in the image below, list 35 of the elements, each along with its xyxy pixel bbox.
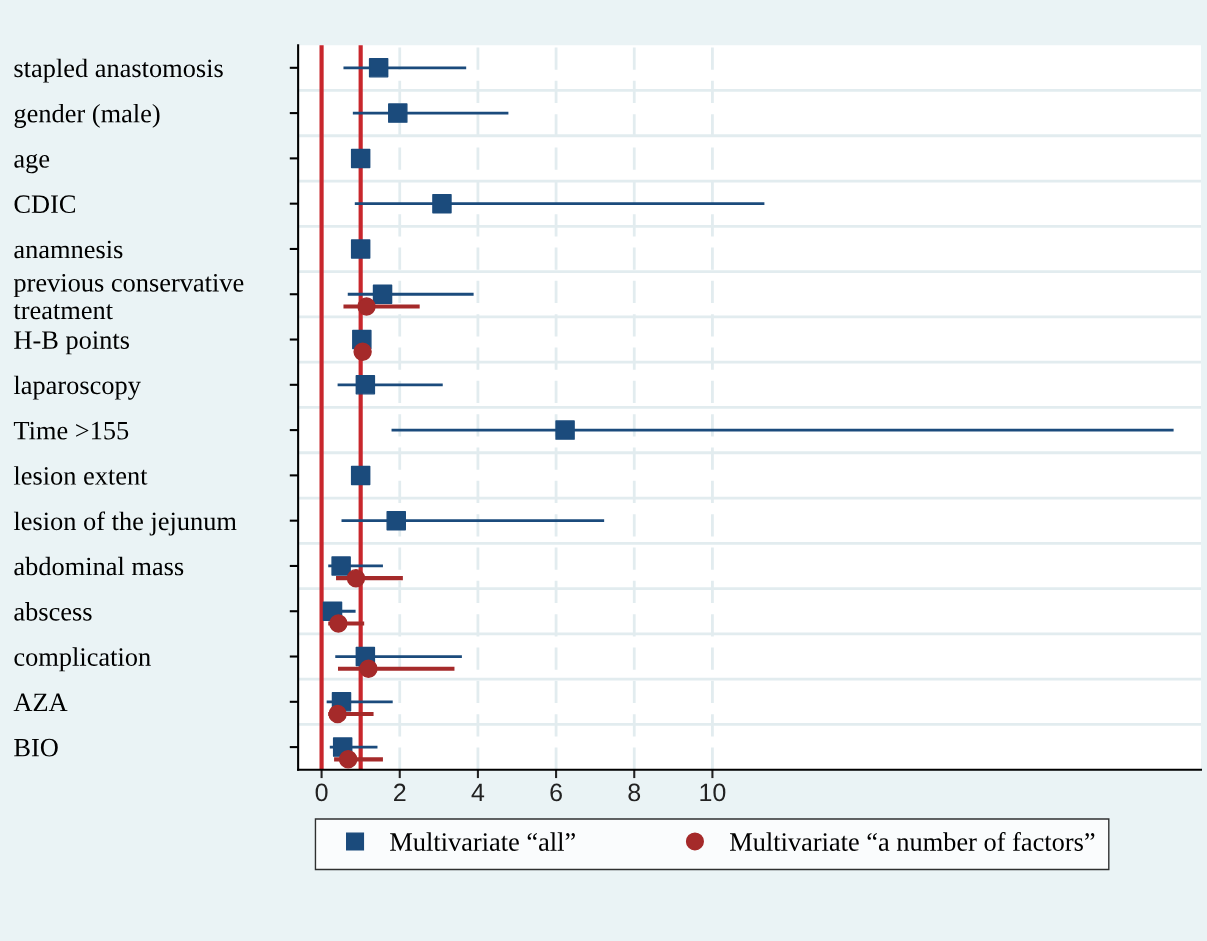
y-tick-label: laparoscopy [13,375,141,400]
y-tick-label: stapled anastomosis [14,58,223,83]
point [386,510,406,531]
y-tick-label: AZA [13,693,68,711]
x-tick-label: 2 [394,783,406,802]
y-tick-label: previous conservative treatment [13,273,244,320]
x-tick-label: 8 [628,783,641,802]
x-tick-label: 6 [550,783,562,802]
point [350,239,371,259]
point [355,375,376,395]
y-tick-label: complication [14,647,151,672]
x-tick-label: 10 [700,783,726,802]
point [432,193,452,214]
point [350,148,371,169]
x-tick-label: 0 [315,783,328,802]
y-tick-label: lesion extent [13,466,148,485]
point [331,556,351,576]
point [368,58,389,78]
point [372,284,393,304]
y-tick-label: BIO [14,738,58,757]
y-tick-label: abdominal mass [14,556,184,576]
point [555,420,575,440]
point [388,103,408,123]
legend-label: Multivariate “a number of factors” [730,832,1095,851]
y-tick-label: Time >155 [13,421,129,440]
y-tick-label: anamnesis [14,240,123,259]
y-tick-label: age [14,153,50,174]
y-tick-label: gender (male) [14,103,160,128]
point [350,465,371,486]
y-tick-label: abscess [14,602,92,621]
x-tick-label: 4 [471,783,485,802]
y-tick-label: lesion of the jejunum [13,511,237,536]
y-tick-label: H-B points [14,331,130,355]
y-tick-label: CDIC [14,195,75,214]
legend-label: Multivariate “all” [390,832,575,851]
